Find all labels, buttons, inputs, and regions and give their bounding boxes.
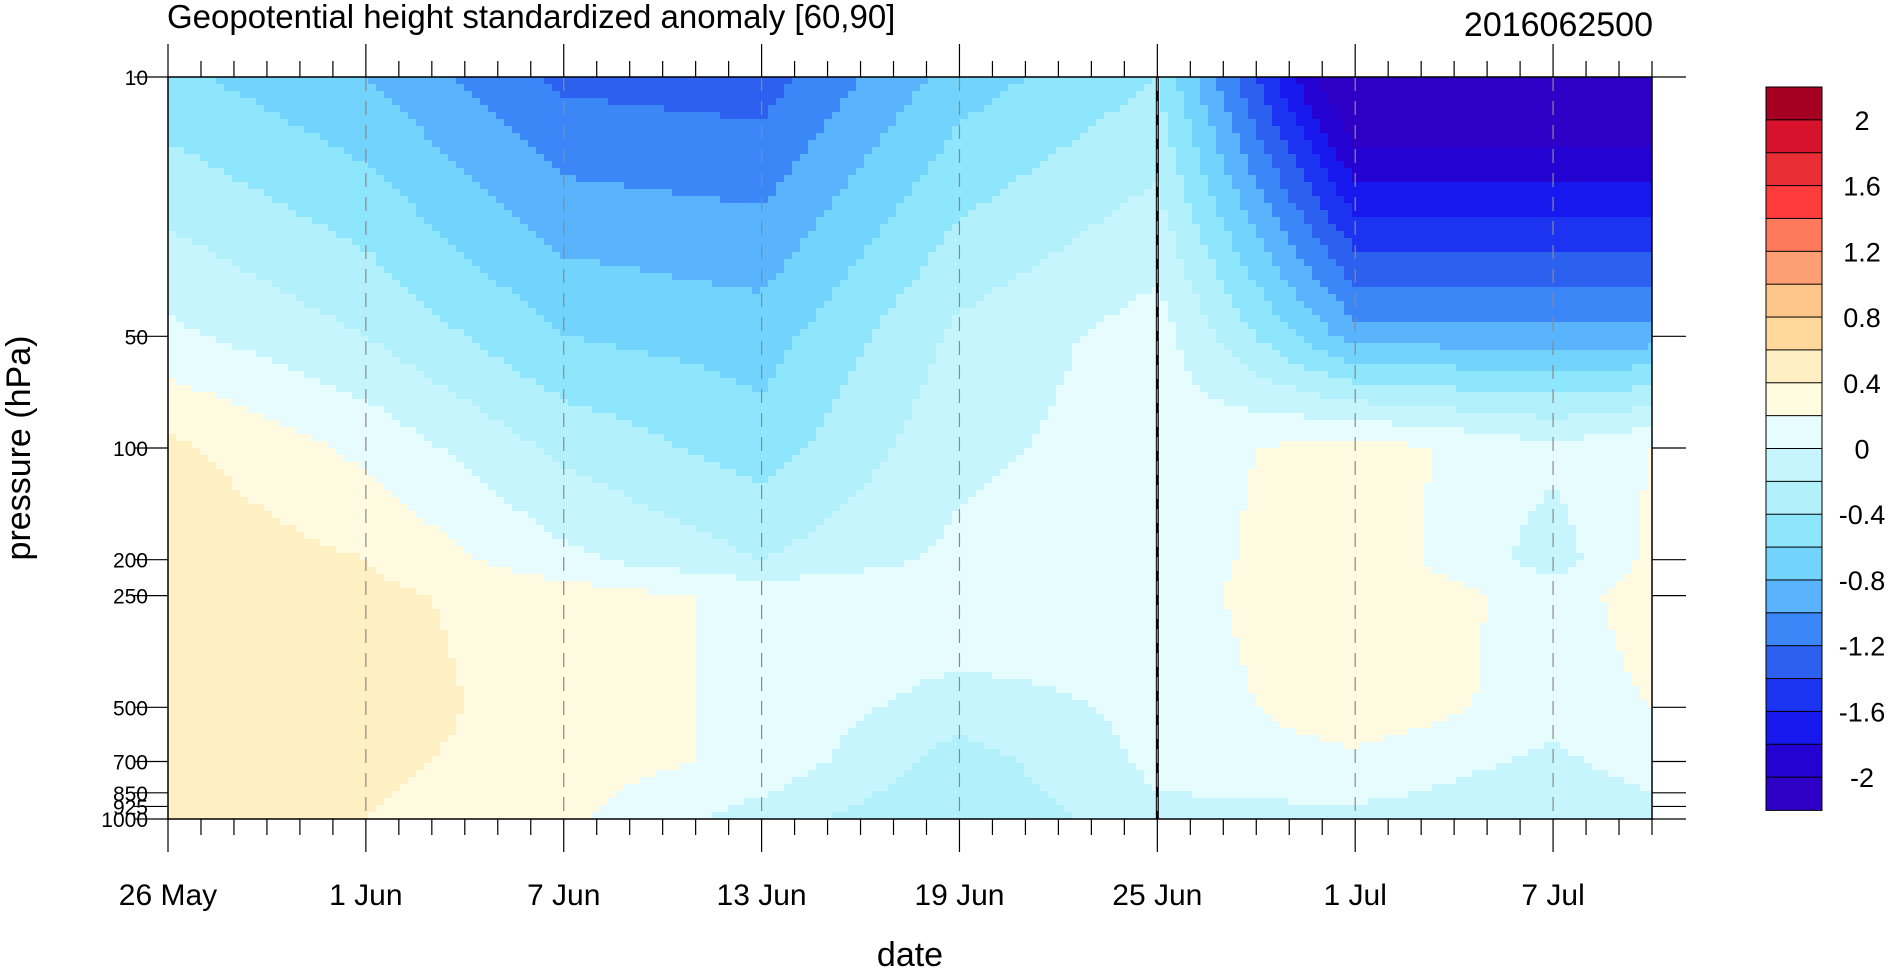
chart-timestamp: 2016062500	[1464, 6, 1653, 44]
colorbar-swatch	[1766, 186, 1822, 219]
y-tick-label: 500	[113, 697, 148, 720]
y-tick-label: 700	[113, 752, 148, 775]
x-tick-label: 7 Jun	[527, 879, 600, 912]
colorbar-label: -0.4	[1839, 500, 1886, 530]
colorbar-swatch	[1766, 251, 1822, 284]
colorbar-swatch	[1766, 449, 1822, 482]
y-tick-label: 100	[113, 438, 148, 461]
y-axis-label: pressure (hPa)	[0, 336, 38, 561]
colorbar-swatch	[1766, 613, 1822, 646]
colorbar-label: 0.8	[1843, 303, 1881, 333]
colorbar-swatch	[1766, 317, 1822, 350]
colorbar-swatch	[1766, 580, 1822, 613]
colorbar-label: 2	[1854, 106, 1869, 136]
colorbar-swatch	[1766, 87, 1822, 120]
colorbar-label: 1.2	[1843, 237, 1881, 267]
colorbar-label: 0.4	[1843, 369, 1881, 399]
colorbar-swatch	[1766, 514, 1822, 547]
colorbar-label: -0.8	[1839, 566, 1886, 596]
y-tick-label: 10	[125, 67, 148, 90]
x-tick-label: 19 Jun	[914, 879, 1004, 912]
colorbar-swatch	[1766, 711, 1822, 744]
colorbar-swatch	[1766, 218, 1822, 251]
x-tick-label: 1 Jun	[329, 879, 402, 912]
y-tick-label: 1000	[101, 809, 148, 832]
x-tick-label: 26 May	[119, 879, 217, 912]
colorbar-swatch	[1766, 646, 1822, 679]
y-tick-label: 200	[113, 550, 148, 573]
colorbar-swatch	[1766, 284, 1822, 317]
x-tick-label: 25 Jun	[1112, 879, 1202, 912]
colorbar-swatch	[1766, 547, 1822, 580]
colorbar-label: -1.2	[1839, 632, 1886, 662]
contour-field	[168, 77, 1657, 820]
colorbar: 2 1.6 1.2 0.8 0.4 0 -0.4 -0.8 -1.2 -1.6 -2	[1766, 87, 1885, 810]
colorbar-swatch	[1766, 416, 1822, 449]
chart-title: Geopotential height standardized anomaly…	[167, 0, 895, 35]
x-tick-label: 13 Jun	[717, 879, 807, 912]
colorbar-swatch	[1766, 777, 1822, 810]
colorbar-label: -1.6	[1839, 697, 1886, 727]
colorbar-label: -2	[1850, 763, 1874, 793]
colorbar-swatch	[1766, 120, 1822, 153]
x-tick-label: 7 Jul	[1521, 879, 1584, 912]
y-tick-label: 250	[113, 586, 148, 609]
colorbar-swatch	[1766, 383, 1822, 416]
colorbar-swatch	[1766, 679, 1822, 712]
colorbar-swatch	[1766, 350, 1822, 383]
colorbar-label: 0	[1854, 435, 1869, 465]
colorbar-swatch	[1766, 153, 1822, 186]
colorbar-label: 1.6	[1843, 172, 1881, 202]
x-axis-label: date	[877, 936, 943, 969]
y-tick-label: 50	[125, 326, 148, 349]
colorbar-swatch	[1766, 744, 1822, 777]
x-tick-label: 1 Jul	[1324, 879, 1387, 912]
colorbar-swatch	[1766, 481, 1822, 514]
